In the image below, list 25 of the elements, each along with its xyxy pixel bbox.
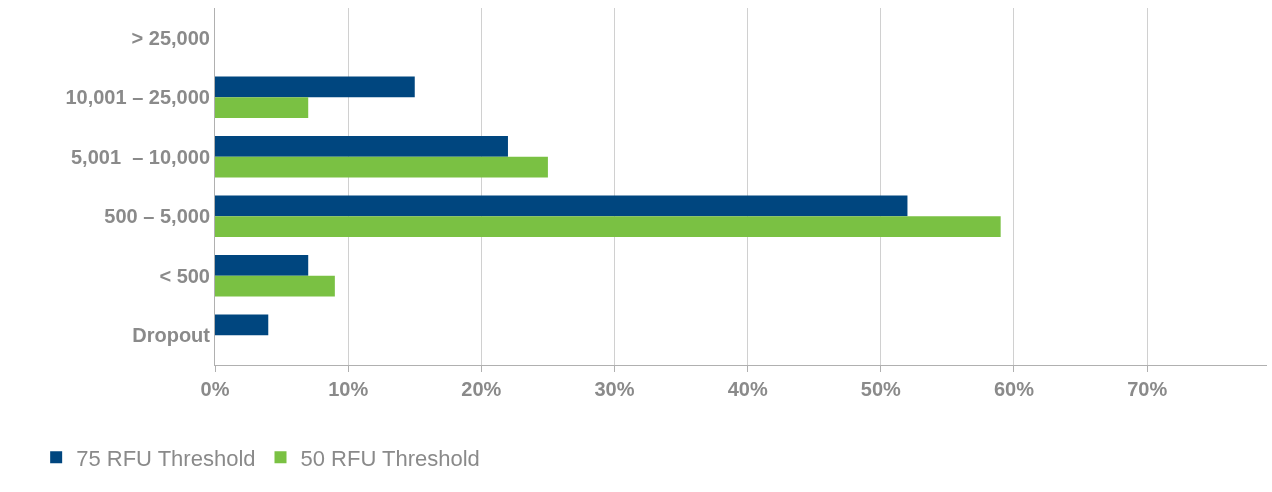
bar	[215, 254, 309, 276]
x-tick-label: 0%	[200, 378, 230, 400]
bar	[215, 275, 335, 297]
bar	[215, 156, 548, 178]
x-tick-label: 70%	[1127, 378, 1168, 400]
y-tick-label: Dropout	[132, 324, 211, 347]
y-tick-label: < 500	[159, 264, 210, 287]
bar	[215, 76, 415, 98]
bar	[215, 216, 1001, 238]
x-tick-label: 60%	[993, 378, 1035, 400]
y-tick-label: > 25,000	[131, 26, 210, 49]
y-tick-label: 5,001 – 10,000	[70, 145, 210, 168]
legend-label: 75 RFU Threshold	[76, 445, 256, 471]
bar	[215, 314, 269, 336]
x-tick-label: 40%	[727, 378, 768, 400]
x-tick-label: 10%	[328, 378, 369, 400]
legend-label: 50 RFU Threshold	[300, 445, 480, 471]
bar	[215, 135, 508, 157]
x-tick-label: 20%	[461, 378, 502, 400]
x-tick-label: 50%	[860, 378, 902, 400]
bar	[215, 97, 309, 119]
y-tick-label: 10,001 – 25,000	[65, 86, 210, 109]
bar	[215, 195, 908, 217]
y-tick-label: 500 – 5,000	[104, 205, 210, 228]
x-tick-label: 30%	[594, 378, 635, 400]
